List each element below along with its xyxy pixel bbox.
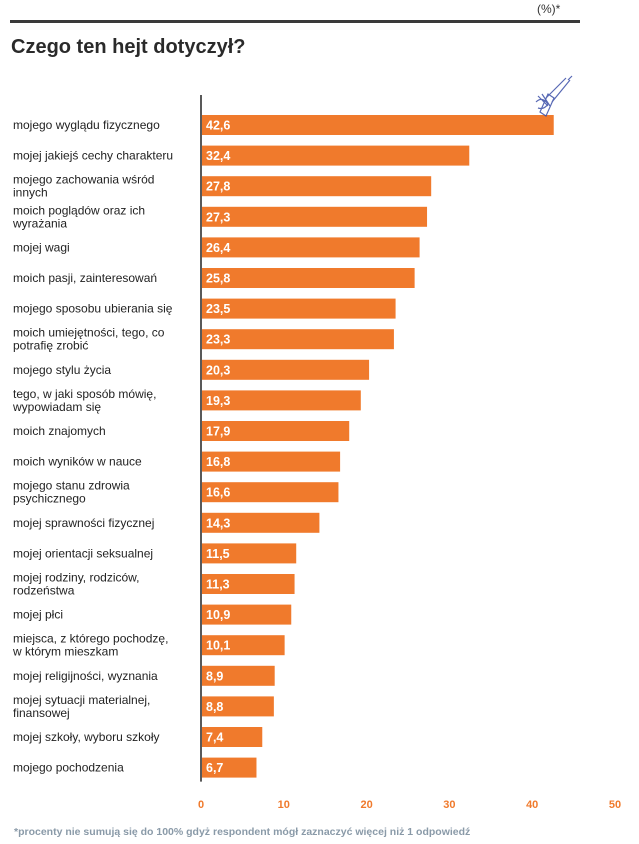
category-label: mojej orientacji seksualnej xyxy=(13,546,153,560)
bar xyxy=(202,757,257,778)
bar-value-label: 27,8 xyxy=(206,180,230,194)
bar xyxy=(202,176,432,197)
bar-value-label: 20,3 xyxy=(206,363,230,377)
bar xyxy=(202,604,292,625)
x-tick-label: 30 xyxy=(443,799,455,811)
bar-value-label: 16,8 xyxy=(206,455,230,469)
x-tick-label: 50 xyxy=(609,799,621,811)
bar-value-label: 27,3 xyxy=(206,210,230,224)
category-label: mojej płci xyxy=(13,608,63,622)
bar-value-label: 23,3 xyxy=(206,333,230,347)
bar xyxy=(202,512,320,533)
bar-value-label: 26,4 xyxy=(206,241,230,255)
category-label: mojej szkoły, wyboru szkoły xyxy=(13,730,159,744)
bar xyxy=(202,298,396,319)
category-label: mojej wagi xyxy=(13,240,70,254)
category-label: mojej sytuacji materialnej, finansowej xyxy=(13,693,150,720)
category-label: moich pasji, zainteresowań xyxy=(13,271,157,285)
bar xyxy=(202,543,297,564)
bar xyxy=(202,665,275,686)
bar xyxy=(202,635,285,656)
bar xyxy=(202,329,394,350)
bar-value-label: 42,6 xyxy=(206,119,230,133)
bar-value-label: 10,1 xyxy=(206,639,230,653)
bar-value-label: 19,3 xyxy=(206,394,230,408)
bar xyxy=(202,727,263,747)
category-label: moich poglądów oraz ich wyrażania xyxy=(12,203,145,230)
category-label: mojej rodziny, rodziców, rodzeństwa xyxy=(13,571,140,598)
category-label: mojej jakiejś cechy charakteru xyxy=(13,149,173,163)
x-tick-label: 40 xyxy=(526,799,538,811)
bar xyxy=(202,145,470,166)
bar-value-label: 32,4 xyxy=(206,149,230,163)
category-label: moich wyników w nauce xyxy=(13,455,142,469)
bar-value-label: 7,4 xyxy=(206,731,223,745)
bar-value-label: 11,3 xyxy=(206,578,230,592)
bar xyxy=(202,421,350,441)
x-tick-label: 20 xyxy=(360,799,372,811)
bar-value-label: 25,8 xyxy=(206,272,230,286)
bar xyxy=(202,359,370,380)
category-label: tego, w jaki sposób mówię, wypowiadam się xyxy=(12,387,156,414)
chart-title: Czego ten hejt dotyczył? xyxy=(11,36,246,58)
bar-value-label: 11,5 xyxy=(206,547,230,561)
bar xyxy=(202,451,341,472)
bar xyxy=(202,237,420,258)
category-label: moich znajomych xyxy=(13,424,106,438)
footnote: *procenty nie sumują się do 100% gdyż re… xyxy=(14,826,471,838)
bar-chart: 42,6 mojego wyglądu fizycznego 32,4 mojej j… xyxy=(12,75,621,811)
bar xyxy=(202,482,339,503)
x-tick-label: 0 xyxy=(198,799,204,811)
category-label: miejsca, z którego pochodzę, w którym mie… xyxy=(12,632,168,659)
bar-value-label: 14,3 xyxy=(206,516,230,530)
bar-value-label: 8,8 xyxy=(206,700,223,714)
category-label: mojego wyglądu fizycznego xyxy=(13,118,160,132)
bar-value-label: 6,7 xyxy=(206,761,223,775)
bar-value-label: 8,9 xyxy=(206,669,223,683)
bar xyxy=(202,574,295,594)
unit-label: (%)* xyxy=(537,2,561,16)
bar xyxy=(202,115,554,135)
category-label: moich umiejętności, tego, co potrafię zro… xyxy=(13,326,165,353)
bar-value-label: 23,5 xyxy=(206,302,230,316)
bar-value-label: 17,9 xyxy=(206,425,230,439)
bar xyxy=(202,268,415,288)
category-label: mojego sposobu ubierania się xyxy=(13,302,173,316)
bar-value-label: 16,6 xyxy=(206,486,230,500)
bar xyxy=(202,390,361,411)
bar-value-label: 10,9 xyxy=(206,608,230,622)
category-label: mojego stylu życia xyxy=(13,363,111,377)
category-label: mojego pochodzenia xyxy=(13,761,124,775)
x-tick-label: 10 xyxy=(278,799,290,811)
bar xyxy=(202,206,428,227)
category-label: mojego stanu zdrowia psychicznego xyxy=(13,479,130,506)
top-rule xyxy=(10,20,580,23)
category-label: mojej religijności, wyznania xyxy=(13,669,158,683)
category-label: mojej sprawności fizycznej xyxy=(13,516,154,530)
pen-doodle-icon xyxy=(535,75,573,117)
bar xyxy=(202,696,274,717)
category-label: mojego zachowania wśród innych xyxy=(13,173,154,200)
